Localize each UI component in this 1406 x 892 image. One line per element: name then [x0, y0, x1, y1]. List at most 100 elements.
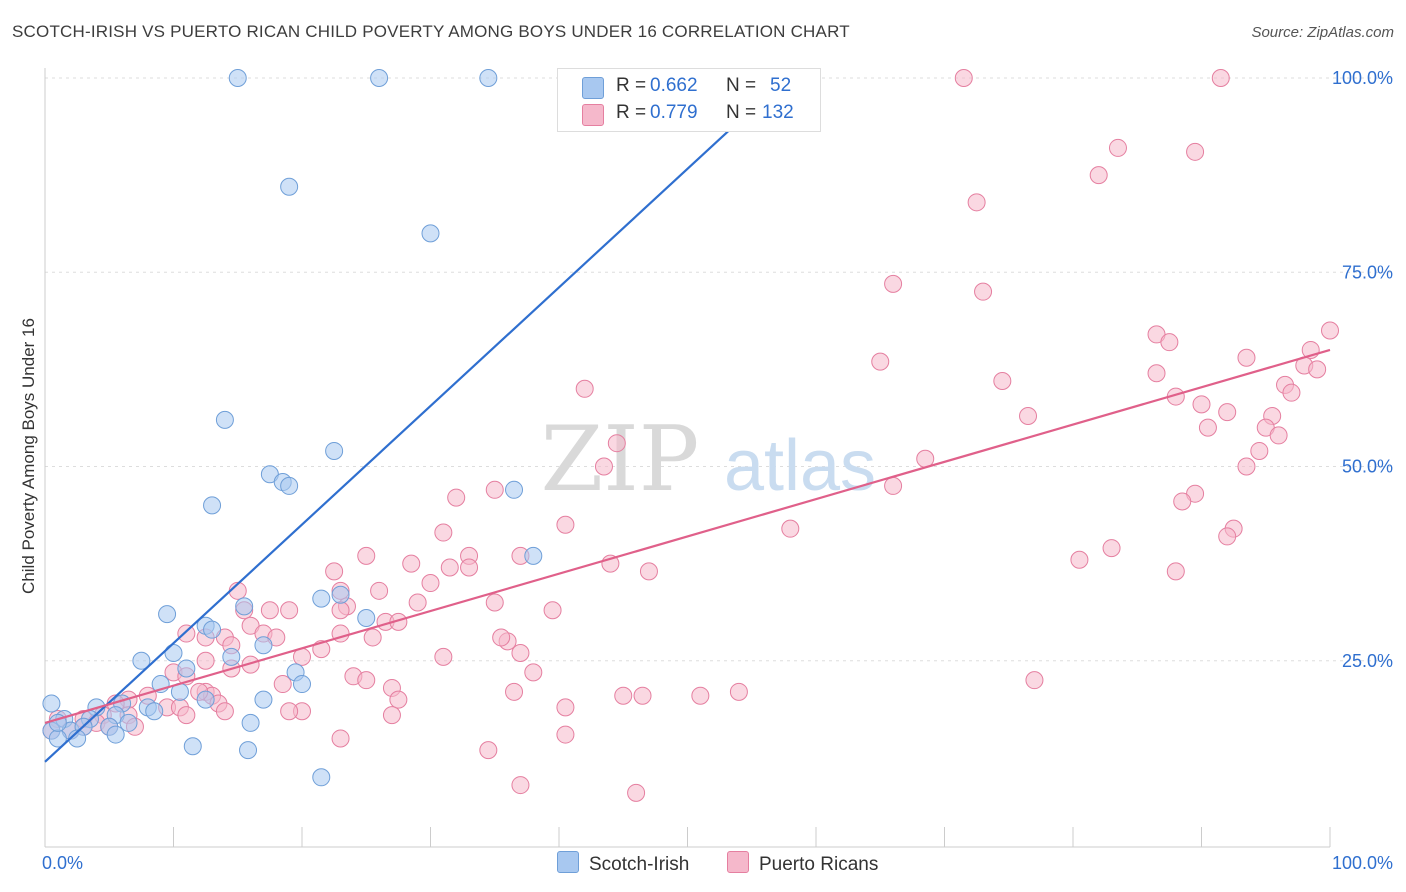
- data-point: [434, 647, 453, 666]
- data-point: [280, 476, 299, 495]
- data-point: [1108, 138, 1127, 157]
- data-point: [1147, 364, 1166, 383]
- axes: [44, 68, 1331, 848]
- bottom-legend-label-scotch-irish: Scotch-Irish: [589, 854, 690, 875]
- data-point: [203, 496, 222, 515]
- data-point: [68, 729, 87, 748]
- legend-r-label: R =: [616, 102, 647, 123]
- data-point: [254, 690, 273, 709]
- gridlines: [45, 77, 1395, 662]
- data-point: [1070, 550, 1089, 569]
- data-point: [781, 519, 800, 538]
- data-point: [884, 476, 903, 495]
- data-point: [389, 690, 408, 709]
- data-point: [633, 686, 652, 705]
- data-point: [215, 702, 234, 721]
- data-point: [239, 741, 258, 760]
- data-point: [382, 706, 401, 725]
- y-tick-label: 50.0%: [1342, 457, 1393, 477]
- data-point: [1218, 527, 1237, 546]
- data-point: [1237, 348, 1256, 367]
- data-point: [177, 624, 196, 643]
- legend-swatch-scotch-irish: [582, 77, 604, 99]
- watermark: ZIP atlas: [541, 407, 876, 512]
- data-point: [1198, 418, 1217, 437]
- data-point: [312, 768, 331, 787]
- bottom-legend-scotch-irish: Scotch-Irish: [557, 851, 689, 876]
- data-point: [215, 410, 234, 429]
- data-point: [440, 558, 459, 577]
- data-point: [511, 776, 530, 795]
- data-point: [235, 597, 254, 616]
- data-point: [222, 647, 241, 666]
- data-point: [543, 601, 562, 620]
- data-point: [1160, 333, 1179, 352]
- legend-r-value-puerto-ricans: 0.779: [650, 102, 698, 123]
- data-point: [505, 682, 524, 701]
- data-point: [1269, 426, 1288, 445]
- data-point: [594, 457, 613, 476]
- data-point: [254, 636, 273, 655]
- data-point: [1019, 406, 1038, 425]
- data-point: [691, 686, 710, 705]
- data-point: [447, 488, 466, 507]
- data-point: [1186, 142, 1205, 161]
- data-point: [357, 671, 376, 690]
- data-point: [119, 713, 138, 732]
- data-point: [325, 441, 344, 460]
- x-tick-label: 0.0%: [42, 853, 83, 873]
- data-point: [331, 729, 350, 748]
- data-point: [1166, 562, 1185, 581]
- legend-n-label: N =: [726, 75, 757, 96]
- puerto-rican-trend-line: [44, 348, 1331, 724]
- data-point: [729, 682, 748, 701]
- data-point: [1250, 441, 1269, 460]
- data-point: [241, 713, 260, 732]
- bottom-legend-swatch-puerto-ricans: [727, 851, 749, 873]
- y-tick-label: 100.0%: [1332, 68, 1393, 88]
- data-point: [357, 609, 376, 628]
- data-point: [158, 605, 177, 624]
- data-point: [421, 574, 440, 593]
- legend: R = 0.662 N = 52 R = 0.779 N = 132: [557, 68, 821, 132]
- data-point: [203, 620, 222, 639]
- data-point: [183, 737, 202, 756]
- chart-title: SCOTCH-IRISH VS PUERTO RICAN CHILD POVER…: [12, 22, 850, 41]
- trend-lines: [44, 84, 1331, 763]
- data-point: [1282, 383, 1301, 402]
- data-point: [293, 675, 311, 694]
- data-point: [556, 698, 575, 717]
- data-point: [505, 480, 524, 499]
- data-point: [325, 562, 344, 581]
- data-point: [1321, 321, 1339, 340]
- data-point: [42, 694, 61, 713]
- data-point: [1218, 403, 1237, 422]
- data-point: [556, 725, 575, 744]
- data-point: [1308, 360, 1327, 379]
- data-point: [132, 651, 151, 670]
- data-point: [408, 593, 427, 612]
- data-point: [1211, 69, 1230, 87]
- watermark-atlas: atlas: [724, 426, 876, 506]
- legend-swatch-puerto-ricans: [582, 104, 604, 126]
- data-point: [479, 69, 498, 87]
- data-point: [524, 546, 543, 565]
- tick-labels: 25.0% 50.0% 75.0% 100.0% 0.0% 100.0%: [42, 68, 1393, 873]
- data-point: [280, 177, 299, 196]
- data-point: [273, 675, 292, 694]
- bottom-legend-puerto-ricans: Puerto Ricans: [727, 851, 878, 876]
- data-point: [1192, 395, 1211, 414]
- watermark-zip: ZIP: [541, 407, 700, 512]
- data-point: [974, 282, 993, 301]
- data-point: [884, 274, 903, 293]
- source-label: Source: ZipAtlas.com: [1251, 24, 1394, 41]
- data-point: [556, 515, 575, 534]
- legend-r-label: R =: [616, 75, 647, 96]
- data-point: [524, 663, 543, 682]
- data-point: [402, 554, 421, 573]
- legend-n-value-scotch-irish: 52: [770, 75, 792, 96]
- legend-r-value-scotch-irish: 0.662: [650, 75, 698, 96]
- x-tick-label: 100.0%: [1332, 853, 1393, 873]
- data-point: [627, 783, 646, 802]
